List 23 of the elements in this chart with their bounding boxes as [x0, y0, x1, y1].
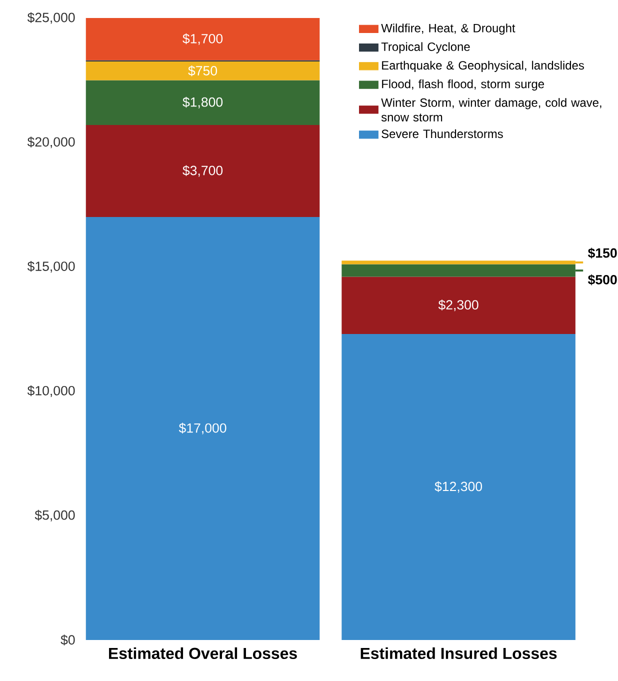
data-label: $500 — [588, 274, 617, 286]
data-label: $17,000 — [178, 422, 226, 434]
y-tick-label: $25,000 — [27, 12, 75, 24]
data-label: $3,700 — [182, 165, 223, 177]
x-tick-label: Estimated Overal Losses — [109, 647, 297, 660]
legend-label: Severe Thunderstorms — [382, 129, 503, 138]
y-tick-label: $15,000 — [27, 261, 75, 273]
y-tick-label: $5,000 — [34, 510, 75, 522]
legend-label: Flood, flash flood, storm surge — [382, 79, 544, 91]
data-label: $750 — [188, 65, 218, 76]
x-tick-label: Estimated Insured Losses — [360, 647, 557, 660]
data-label: $1,700 — [182, 33, 223, 45]
y-tick-label: $0 — [60, 634, 75, 646]
legend-label: Wildfire, Heat, & Drought — [381, 24, 516, 35]
y-tick-label: $20,000 — [27, 136, 75, 148]
legend-label: Earthquake & Geophysical, landslides — [382, 60, 584, 72]
legend-label: Tropical Cyclone — [381, 42, 470, 54]
data-label: $1,800 — [182, 96, 223, 108]
data-label: $12,300 — [434, 481, 482, 493]
y-tick-label: $10,000 — [27, 385, 75, 397]
data-label: $2,300 — [438, 300, 478, 312]
data-label: $150 — [588, 248, 617, 259]
legend-label: Winter Storm, winter damage, cold wave, snow storm — [381, 98, 602, 122]
